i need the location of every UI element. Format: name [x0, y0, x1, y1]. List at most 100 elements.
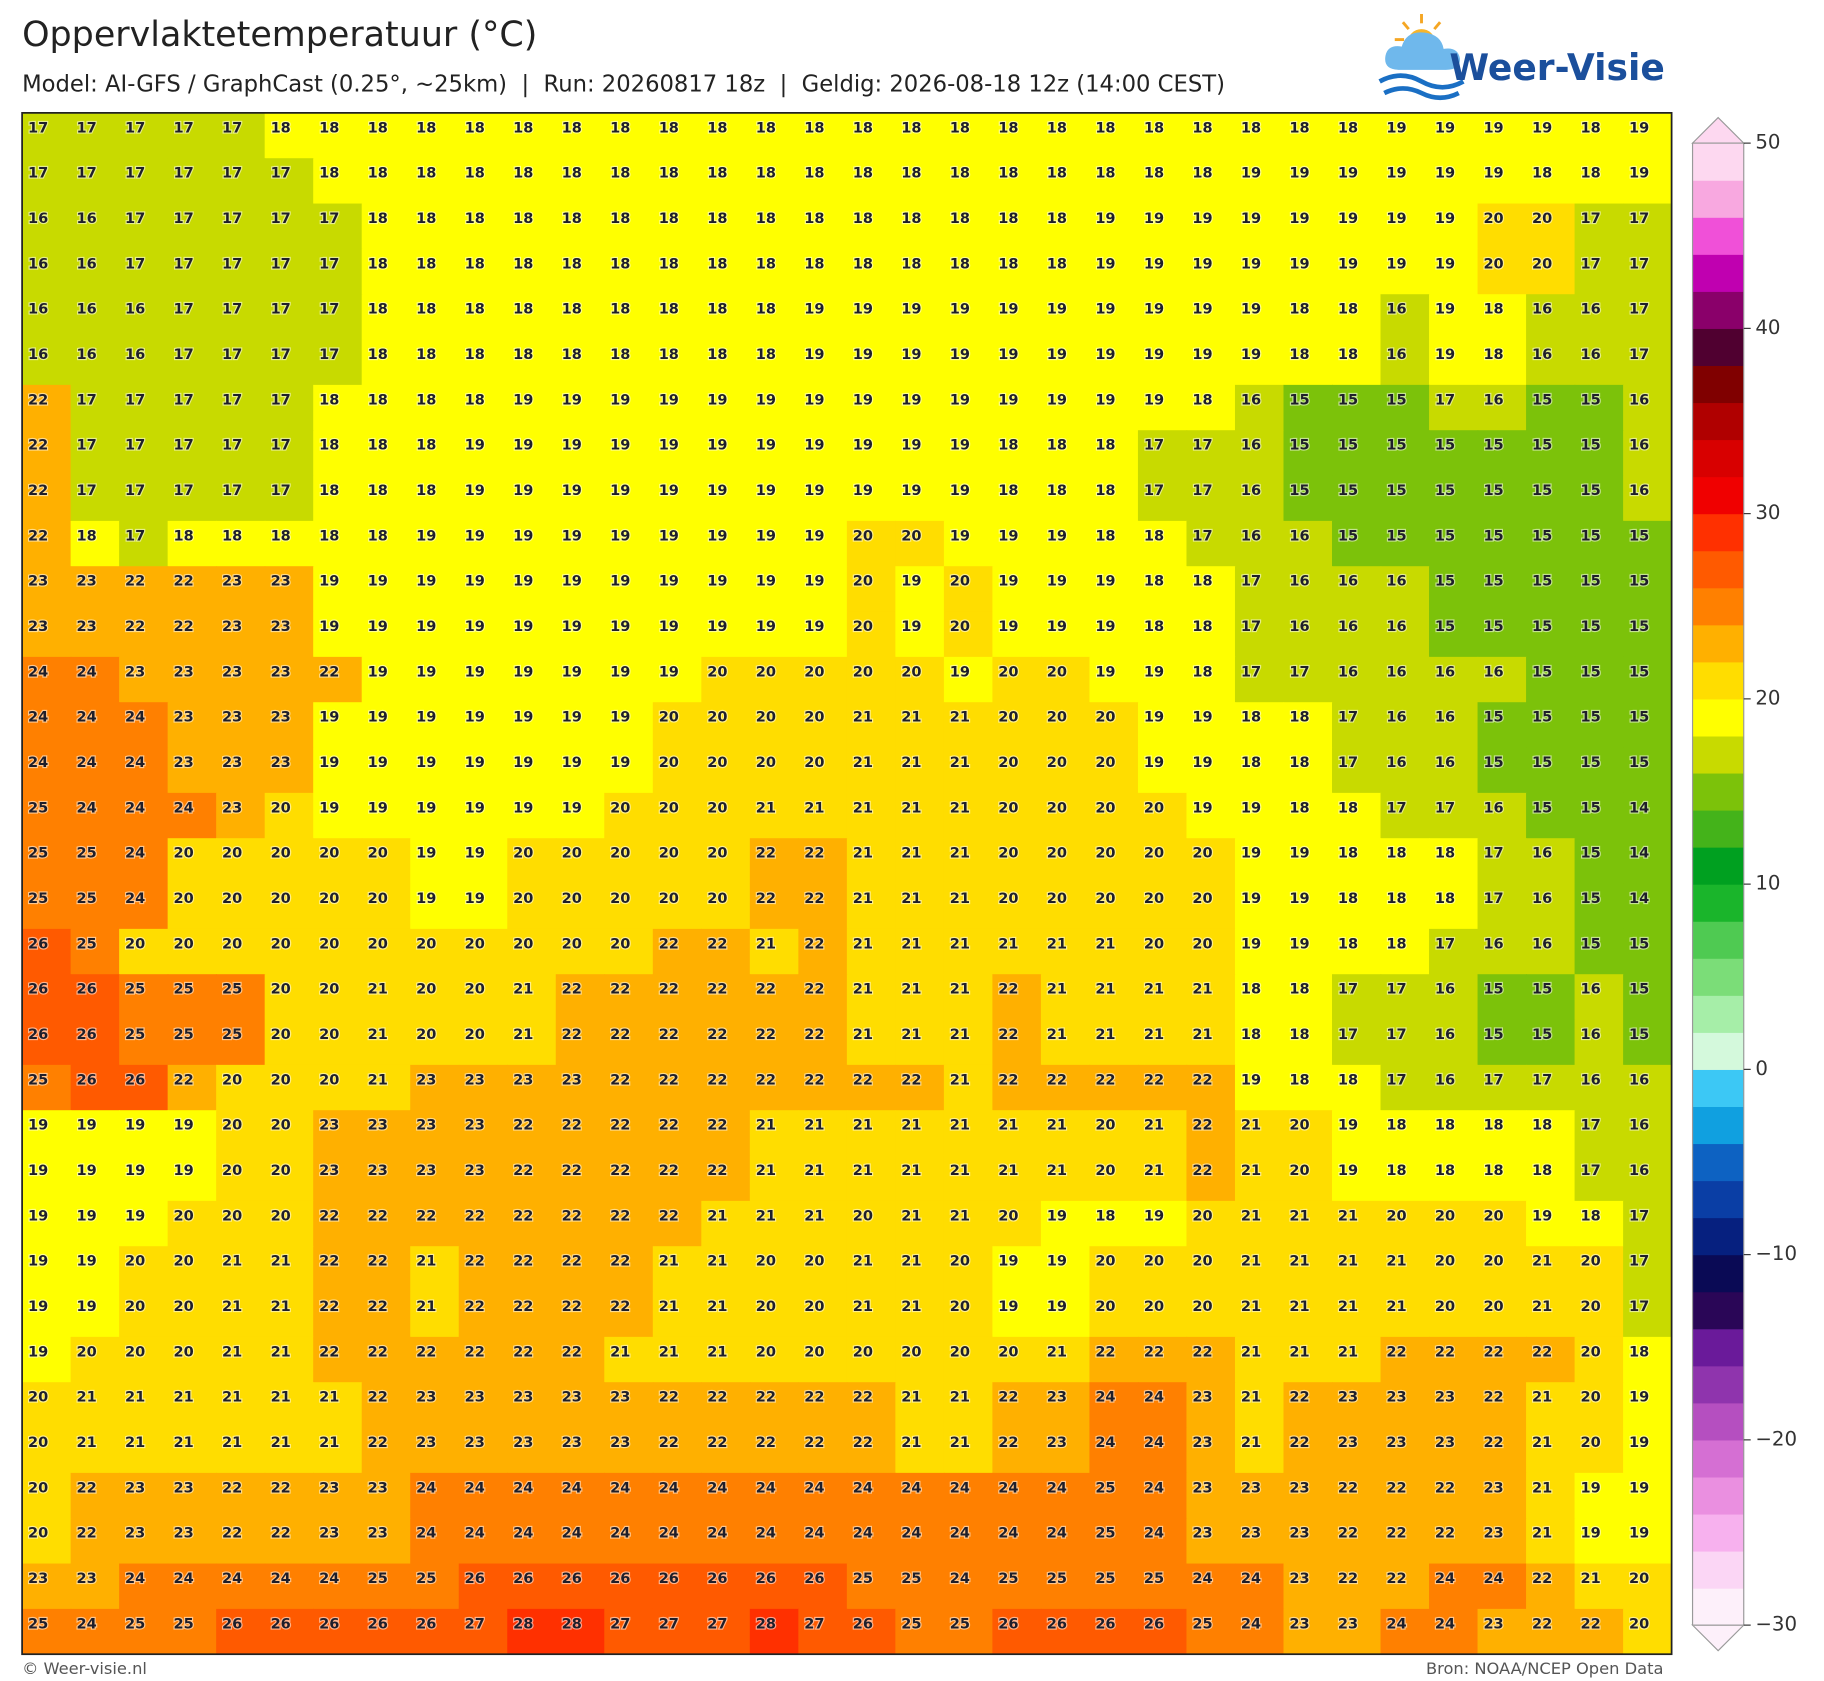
temperature-label: 24	[77, 800, 97, 816]
temperature-cell	[846, 520, 897, 567]
temperature-label: 18	[707, 347, 727, 363]
temperature-label: 24	[465, 1480, 485, 1496]
temperature-label: 19	[28, 1118, 48, 1134]
temperature-cell	[1332, 112, 1382, 159]
temperature-label: 22	[1192, 1344, 1212, 1360]
temperature-label: 18	[416, 347, 436, 363]
temperature-cell	[216, 112, 266, 159]
temperature-label: 24	[998, 1526, 1018, 1542]
temperature-label: 22	[804, 1390, 824, 1406]
temperature-cell	[70, 611, 120, 658]
temperature-label: 24	[804, 1526, 824, 1542]
temperature-label: 20	[901, 528, 921, 544]
temperature-label: 20	[319, 846, 339, 862]
temperature-label: 20	[1289, 1118, 1309, 1134]
temperature-cell	[1526, 475, 1576, 522]
temperature-label: 23	[416, 1390, 436, 1406]
temperature-label: 21	[1289, 1344, 1309, 1360]
logo-waves	[1378, 73, 1465, 101]
temperature-label: 22	[659, 1118, 679, 1134]
temperature-label: 21	[1241, 1435, 1261, 1451]
temperature-label: 19	[368, 800, 388, 816]
temperature-label: 20	[1629, 1571, 1649, 1587]
temperature-label: 26	[562, 1571, 582, 1587]
temperature-label: 20	[1047, 846, 1067, 862]
temperature-label: 18	[368, 302, 388, 318]
temperature-cell	[1380, 203, 1430, 250]
temperature-label: 17	[1629, 256, 1649, 272]
temperature-cell	[1137, 203, 1188, 250]
temperature-cell	[410, 203, 460, 250]
temperature-cell	[167, 475, 217, 522]
colorbar-segment	[1692, 1254, 1744, 1293]
temperature-label: 23	[1047, 1390, 1067, 1406]
temperature-label: 20	[707, 710, 727, 726]
temperature-label: 21	[1095, 982, 1115, 998]
temperature-cell	[507, 475, 557, 522]
temperature-label: 18	[1289, 120, 1309, 136]
temperature-label: 20	[271, 1027, 291, 1043]
temperature-cell	[604, 112, 654, 159]
temperature-label: 25	[28, 891, 48, 907]
temperature-label: 21	[416, 1299, 436, 1315]
temperature-label: 21	[950, 1435, 970, 1451]
temperature-label: 19	[1047, 528, 1067, 544]
temperature-cell	[458, 611, 508, 658]
temperature-cell	[1380, 158, 1430, 205]
temperature-label: 20	[368, 846, 388, 862]
temperature-label: 16	[1435, 710, 1455, 726]
temperature-label: 24	[319, 1571, 339, 1587]
temperature-cell	[410, 384, 460, 431]
temperature-label: 24	[1047, 1480, 1067, 1496]
temperature-label: 19	[901, 392, 921, 408]
temperature-label: 18	[1435, 1118, 1455, 1134]
temperature-label: 22	[1095, 1344, 1115, 1360]
temperature-label: 14	[1629, 891, 1649, 907]
temperature-cell	[507, 112, 557, 159]
temperature-label: 16	[1386, 347, 1406, 363]
temperature-label: 16	[1483, 392, 1503, 408]
temperature-label: 23	[28, 1571, 48, 1587]
temperature-label: 16	[1386, 664, 1406, 680]
temperature-cell	[701, 112, 751, 159]
temperature-label: 23	[222, 574, 242, 590]
temperature-cell	[1040, 248, 1091, 295]
temperature-cell	[846, 656, 897, 703]
temperature-label: 18	[998, 120, 1018, 136]
temperature-cell	[555, 520, 605, 567]
temperature-cell	[1089, 339, 1139, 386]
temperature-label: 19	[1047, 1208, 1067, 1224]
temperature-cell	[1332, 475, 1382, 522]
temperature-label: 19	[998, 392, 1018, 408]
temperature-label: 18	[1241, 120, 1261, 136]
temperature-label: 21	[901, 1390, 921, 1406]
temperature-label: 26	[804, 1571, 824, 1587]
temperature-label: 20	[659, 800, 679, 816]
temperature-label: 18	[562, 211, 582, 227]
temperature-cell	[70, 520, 120, 567]
temperature-label: 23	[1047, 1435, 1067, 1451]
temperature-label: 19	[77, 1254, 97, 1270]
temperature-cell	[1380, 520, 1430, 567]
temperature-label: 23	[368, 1163, 388, 1179]
temperature-label: 26	[1144, 1616, 1164, 1632]
temperature-label: 18	[1144, 166, 1164, 182]
temperature-cell	[313, 339, 363, 386]
temperature-label: 22	[513, 1163, 533, 1179]
temperature-cell	[555, 294, 605, 341]
temperature-label: 22	[1144, 1344, 1164, 1360]
temperature-label: 18	[610, 256, 630, 272]
temperature-label: 23	[319, 1480, 339, 1496]
temperature-cell	[1380, 112, 1430, 159]
temperature-label: 19	[659, 574, 679, 590]
temperature-cell	[1089, 566, 1139, 613]
temperature-cell	[1332, 656, 1382, 703]
temperature-label: 20	[756, 1344, 776, 1360]
temperature-label: 17	[319, 347, 339, 363]
temperature-label: 22	[659, 982, 679, 998]
temperature-label: 18	[1483, 347, 1503, 363]
temperature-label: 15	[1580, 664, 1600, 680]
temperature-label: 18	[901, 120, 921, 136]
temperature-label: 21	[853, 891, 873, 907]
temperature-label: 18	[1144, 528, 1164, 544]
